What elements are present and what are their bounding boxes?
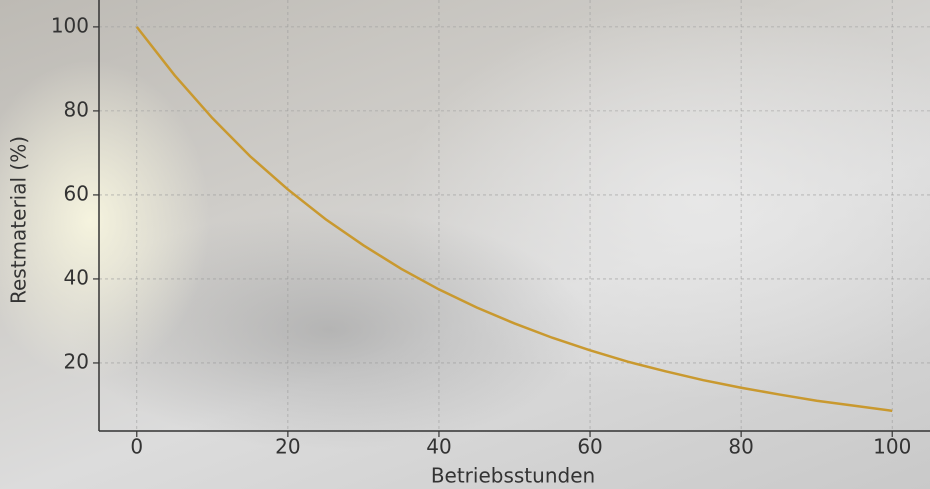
- x-tick-label: 60: [577, 435, 602, 459]
- x-tick-label: 80: [728, 435, 753, 459]
- line: [135, 26, 893, 413]
- x-tick-label: 100: [873, 435, 911, 459]
- y-tick-label: 60: [64, 181, 89, 205]
- y-axis-label: Restmaterial (%): [7, 136, 31, 304]
- x-tick-label: 40: [426, 435, 451, 459]
- y-tick-label: 80: [64, 97, 89, 121]
- y-tick-label: 20: [64, 349, 89, 373]
- grid: [99, 0, 930, 431]
- x-tick-label: 20: [275, 435, 300, 459]
- x-tick-label: 0: [130, 435, 143, 459]
- y-tick-label: 100: [51, 13, 89, 37]
- y-tick-label: 40: [64, 265, 89, 289]
- x-axis-label: Betriebsstunden: [431, 464, 595, 488]
